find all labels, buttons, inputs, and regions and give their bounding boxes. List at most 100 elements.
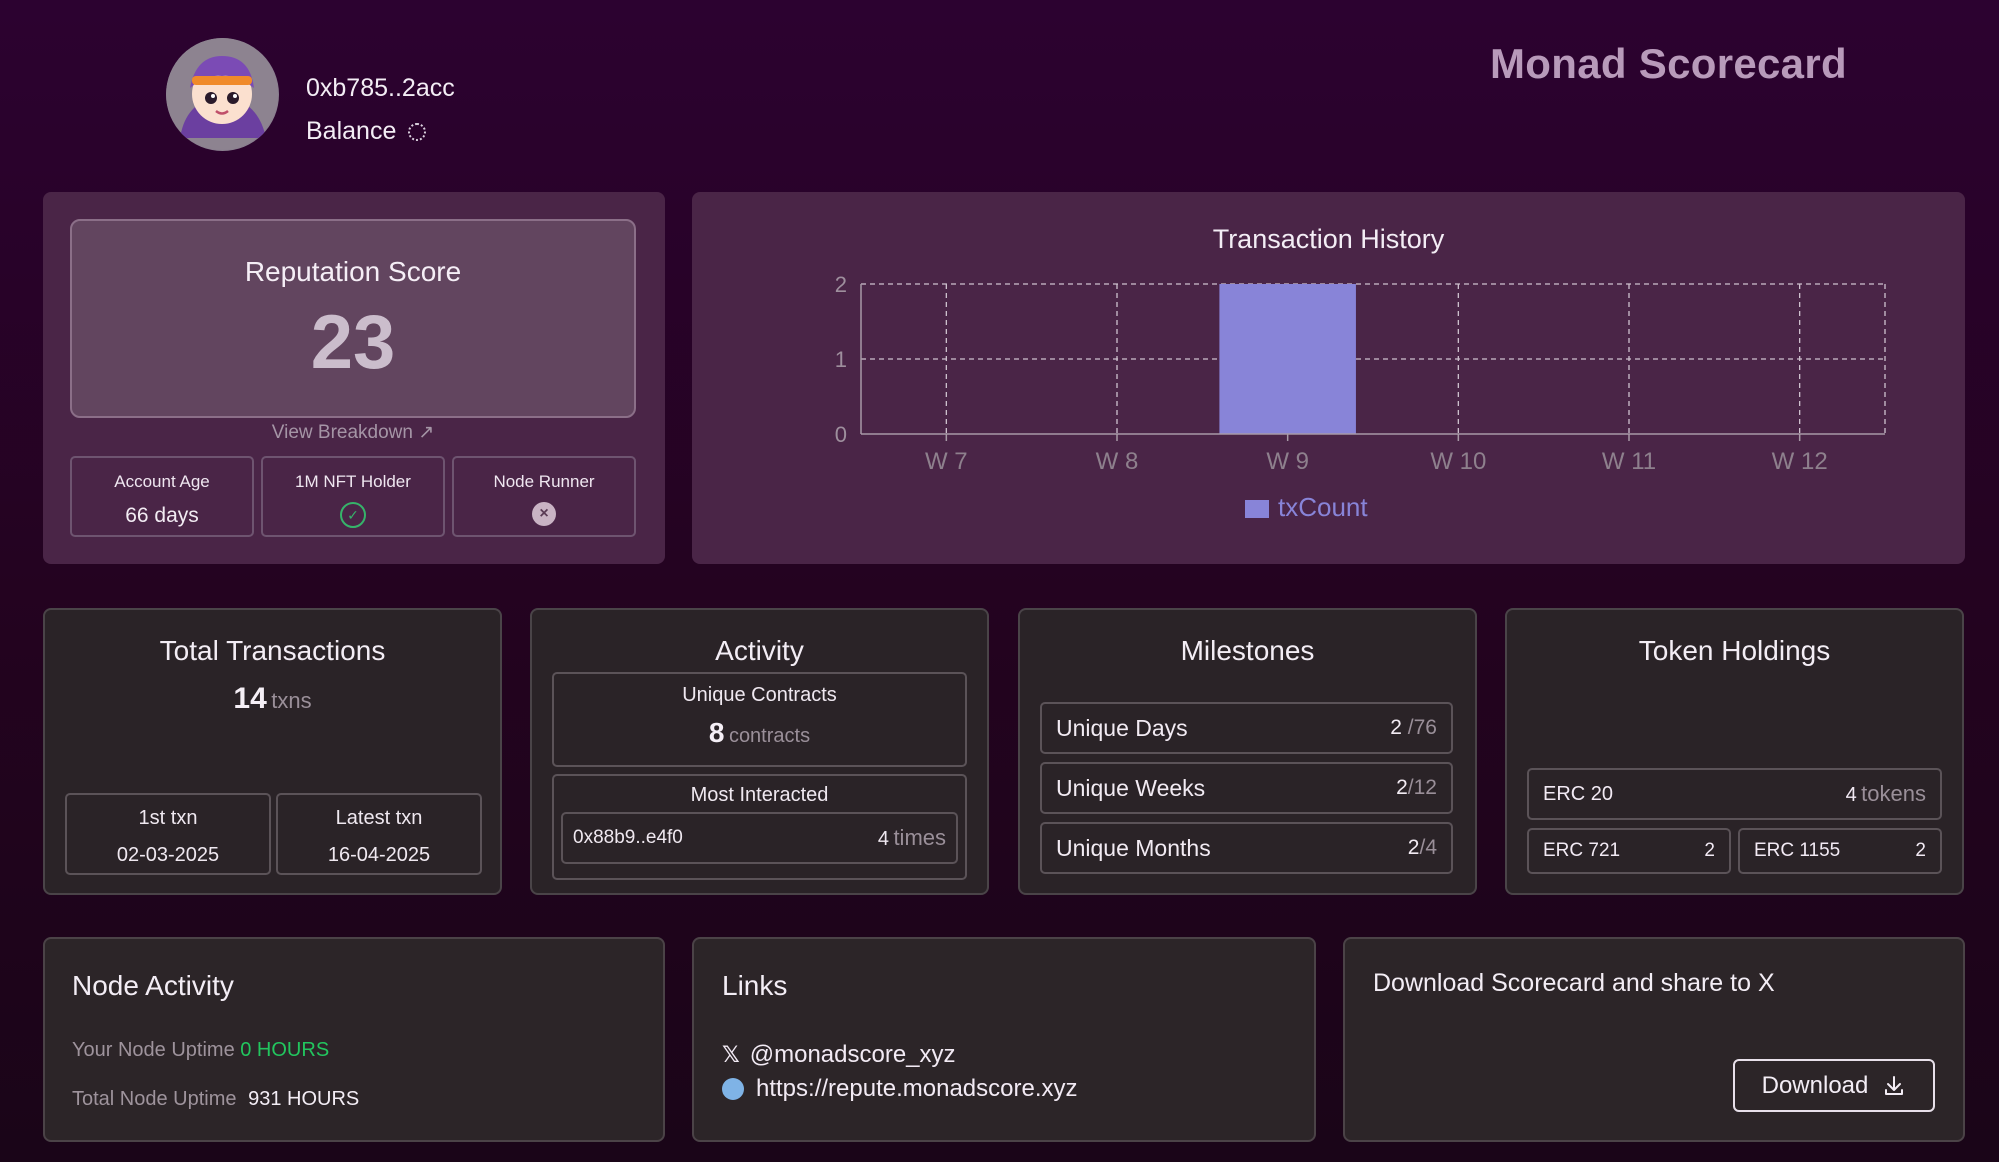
x-circle-icon: ×: [532, 502, 556, 526]
milestone-label: Unique Weeks: [1056, 774, 1206, 801]
milestone-row-weeks: Unique Weeks 2/12: [1040, 762, 1453, 814]
download-title: Download Scorecard and share to X: [1373, 969, 1775, 997]
erc1155-label: ERC 1155: [1754, 840, 1841, 861]
milestone-row-days: Unique Days 2 /76: [1040, 702, 1453, 754]
view-breakdown-link[interactable]: View Breakdown ↗: [70, 421, 636, 444]
links-card: Links 𝕏 @monadscore_xyz https://repute.m…: [692, 937, 1316, 1142]
globe-icon: [722, 1078, 744, 1100]
unique-contracts-count: 8: [708, 717, 725, 748]
most-interacted-box: Most Interacted 0x88b9..e4f0 4 times: [552, 774, 967, 880]
app-title: Monad Scorecard: [1490, 40, 1847, 87]
milestone-value: 2: [1407, 836, 1420, 859]
balance-label: Balance: [306, 117, 397, 145]
card-title: Token Holdings: [1638, 635, 1831, 666]
transaction-history-panel: Transaction History 0 1 2 W 7 W 8 W 9 W 10 W 11…: [692, 192, 1965, 564]
total-node-uptime-label: Total Node Uptime: [72, 1088, 237, 1110]
reputation-score: 23: [310, 300, 396, 385]
erc1155-row: ERC 1155 2: [1738, 828, 1942, 874]
view-breakdown-label: View Breakdown: [271, 422, 413, 443]
milestone-label: Unique Months: [1056, 834, 1211, 861]
y-tick-label: 2: [835, 272, 847, 297]
most-interacted-count: 4: [877, 828, 889, 850]
legend-swatch: [1245, 500, 1269, 518]
total-node-uptime: Total Node Uptime 931 HOURS: [72, 1088, 359, 1111]
your-node-uptime: Your Node Uptime 0 HOURS: [72, 1039, 329, 1062]
total-node-uptime-value: 931 HOURS: [248, 1088, 360, 1110]
balance: Balance: [306, 117, 427, 146]
milestone-value: 2: [1396, 776, 1408, 799]
unique-contracts-box: Unique Contracts 8 contracts: [552, 672, 967, 767]
check-circle-icon: ✓: [340, 502, 366, 528]
activity-card: Activity Unique Contracts 8 contracts Mo…: [530, 608, 989, 895]
badge-node-runner: Node Runner ×: [452, 456, 636, 537]
most-interacted-unit: times: [893, 825, 946, 850]
milestones-card: Milestones Unique Days 2 /76 Unique Week…: [1018, 608, 1477, 895]
avatar-image: [166, 38, 278, 150]
external-link-icon: ↗: [418, 422, 435, 443]
milestone-total: /76: [1407, 716, 1437, 739]
x-tick-label: W 11: [1602, 448, 1656, 475]
y-tick-label: 1: [835, 347, 847, 372]
milestone-total: /12: [1407, 776, 1437, 799]
card-title: Total Transactions: [159, 635, 386, 666]
milestone-value: 2: [1390, 716, 1402, 739]
erc20-unit: tokens: [1861, 781, 1926, 806]
badge-value: 66 days: [125, 504, 199, 527]
legend-label: txCount: [1278, 492, 1368, 522]
total-tx-value: 14 txns: [45, 682, 500, 716]
first-txn-box: 1st txn 02-03-2025: [65, 793, 271, 875]
wallet-address: 0xb785..2acc: [306, 74, 455, 102]
x-logo-icon: 𝕏: [722, 1042, 740, 1067]
node-activity-title: Node Activity: [72, 970, 234, 1001]
erc721-label: ERC 721: [1543, 840, 1621, 861]
x-tick-label: W 8: [1096, 448, 1139, 475]
x-tick-label: W 10: [1430, 448, 1486, 475]
erc20-label: ERC 20: [1543, 782, 1614, 805]
x-tick-label: W 7: [925, 448, 968, 475]
erc721-row: ERC 721 2: [1527, 828, 1731, 874]
y-tick-label: 0: [835, 422, 847, 447]
erc20-count: 4: [1845, 784, 1857, 806]
x-handle-link[interactable]: 𝕏 @monadscore_xyz: [722, 1041, 956, 1069]
latest-txn-box: Latest txn 16-04-2025: [276, 793, 482, 875]
milestone-row-months: Unique Months 2/4: [1040, 822, 1453, 874]
node-activity-card: Node Activity Your Node Uptime 0 HOURS T…: [43, 937, 665, 1142]
most-interacted-address: 0x88b9..e4f0: [573, 827, 683, 848]
badge-account-age: Account Age 66 days: [70, 456, 254, 537]
first-txn-label: 1st txn: [138, 807, 198, 829]
badge-nft-holder: 1M NFT Holder ✓: [261, 456, 445, 537]
reputation-score-box: Reputation Score 23: [70, 219, 636, 418]
avatar: [166, 38, 279, 151]
latest-txn-label: Latest txn: [335, 807, 423, 829]
badge-label: Account Age: [114, 472, 210, 491]
x-tick-label: W 9: [1266, 448, 1309, 475]
reputation-title: Reputation Score: [244, 256, 462, 287]
your-node-uptime-value: 0 HOURS: [240, 1039, 330, 1061]
loading-spinner-icon: [408, 122, 427, 141]
erc1155-count: 2: [1915, 840, 1926, 861]
erc721-count: 2: [1704, 840, 1715, 861]
website-link[interactable]: https://repute.monadscore.xyz: [722, 1075, 1078, 1103]
first-txn-date: 02-03-2025: [116, 844, 220, 866]
x-handle: @monadscore_xyz: [749, 1041, 956, 1068]
your-node-uptime-label: Your Node Uptime: [72, 1039, 235, 1061]
erc20-row: ERC 20 4 tokens: [1527, 768, 1942, 820]
transaction-history-chart: 0 1 2 W 7 W 8 W 9 W 10 W 11 W 12 txCount: [835, 272, 1886, 522]
latest-txn-date: 16-04-2025: [327, 844, 431, 866]
download-icon: [1885, 1075, 1904, 1095]
download-button-label: Download: [1761, 1071, 1869, 1099]
total-transactions-card: Total Transactions 14 txns 1st txn 02-03…: [43, 608, 502, 895]
most-interacted-row: 0x88b9..e4f0 4 times: [561, 812, 958, 864]
website-url: https://repute.monadscore.xyz: [756, 1075, 1078, 1102]
unique-contracts-label: Unique Contracts: [682, 684, 837, 706]
x-tick-label: W 12: [1772, 448, 1828, 475]
badge-label: Node Runner: [493, 472, 595, 491]
milestone-total: /4: [1419, 836, 1437, 859]
total-tx-count: 14: [233, 682, 267, 715]
milestone-label: Unique Days: [1056, 714, 1188, 741]
badge-label: 1M NFT Holder: [295, 472, 411, 491]
unique-contracts-unit: contracts: [728, 725, 811, 747]
download-button[interactable]: Download: [1733, 1059, 1935, 1112]
card-title: Milestones: [1180, 635, 1315, 666]
chart-title: Transaction History: [1212, 224, 1445, 254]
